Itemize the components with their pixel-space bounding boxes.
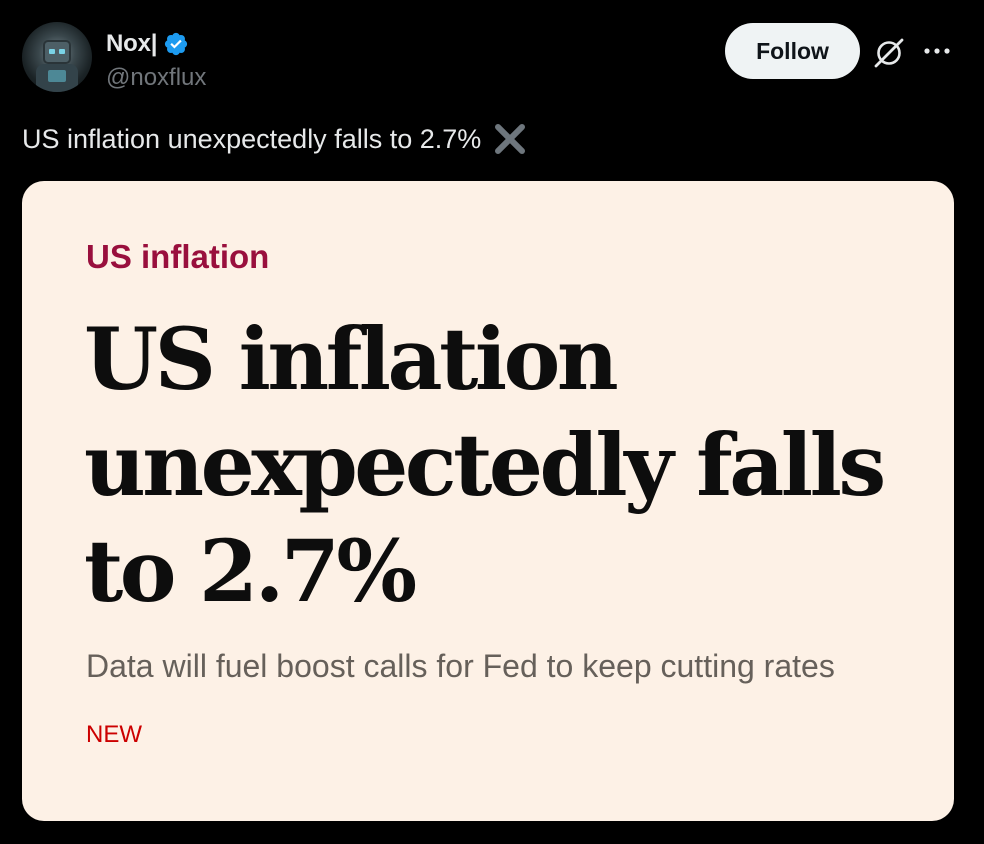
robot-avatar-eye	[59, 49, 65, 54]
cross-mark-icon	[495, 124, 526, 154]
author-avatar[interactable]	[22, 22, 92, 92]
tweet-text: US inflation unexpectedly falls to 2.7%	[22, 122, 527, 156]
robot-avatar-head	[43, 40, 71, 64]
tweet-text-content: US inflation unexpectedly falls to 2.7%	[22, 123, 482, 154]
follow-button[interactable]: Follow	[725, 23, 860, 79]
verified-badge-icon[interactable]	[163, 31, 189, 57]
article-card[interactable]: US inflation US inflation unexpectedly f…	[22, 181, 954, 821]
article-headline: US inflation unexpectedly falls to 2.7%	[84, 310, 886, 622]
grok-icon[interactable]	[872, 36, 906, 70]
author-handle[interactable]: @noxflux	[106, 64, 207, 91]
article-standfirst: Data will fuel boost calls for Fed to ke…	[86, 648, 835, 684]
robot-avatar-eye	[49, 49, 55, 54]
new-badge: NEW	[86, 721, 142, 748]
author-display-name[interactable]: Nox|	[106, 30, 158, 57]
author-name-row[interactable]: Nox|	[106, 30, 189, 58]
more-icon[interactable]	[922, 42, 952, 60]
robot-avatar-panel	[48, 70, 66, 82]
article-kicker: US inflation	[86, 238, 270, 275]
